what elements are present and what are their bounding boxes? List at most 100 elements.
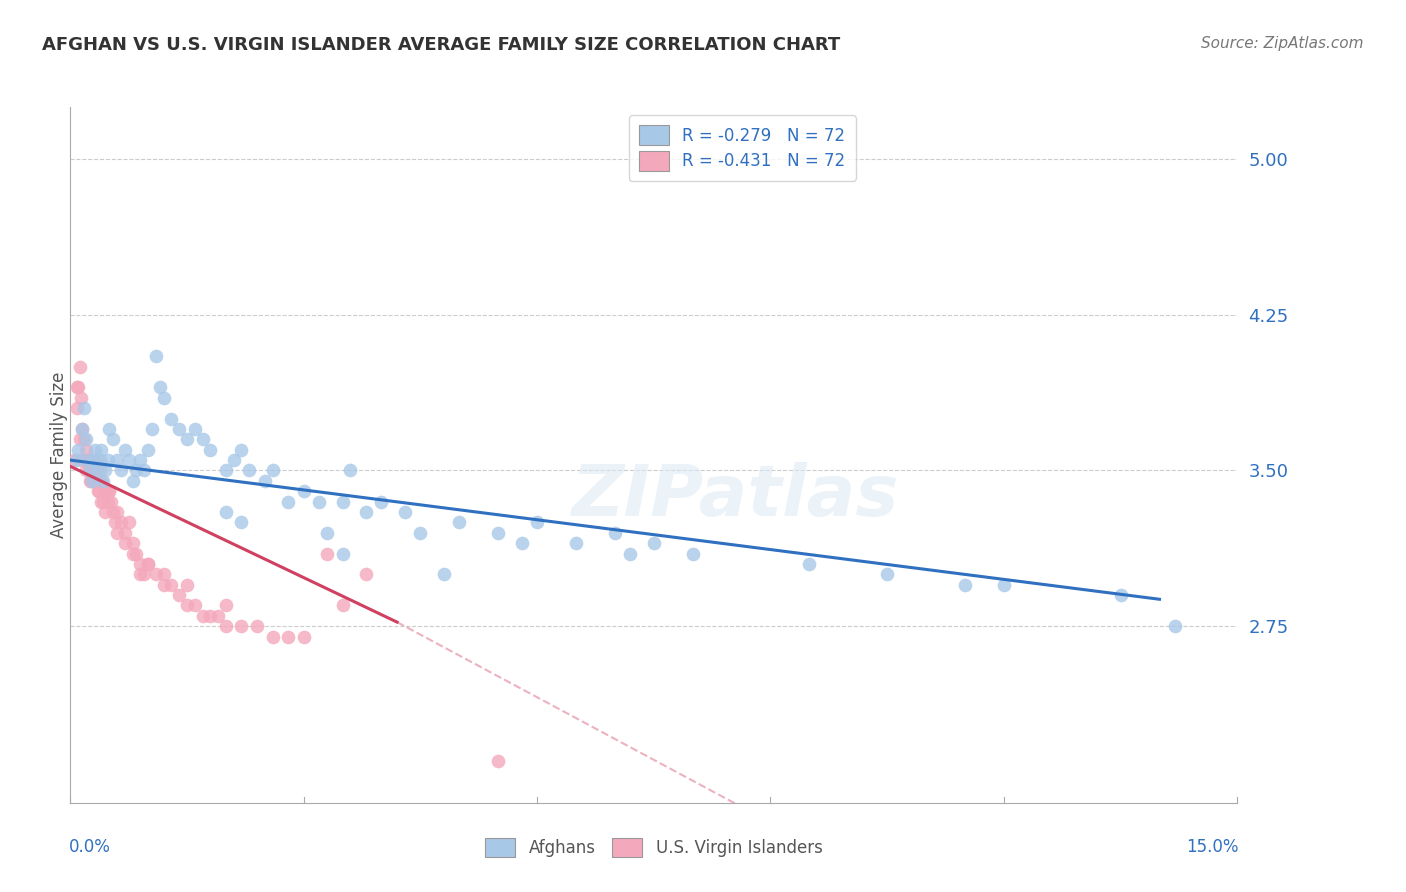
Point xyxy=(200,608,222,623)
Point xyxy=(86,463,108,477)
Point xyxy=(86,474,108,488)
Point xyxy=(114,525,136,540)
Point xyxy=(90,474,112,488)
Point xyxy=(152,567,174,582)
Point xyxy=(121,547,143,561)
Point xyxy=(63,453,86,467)
Point xyxy=(101,505,124,519)
Point xyxy=(246,619,269,633)
Point xyxy=(332,494,354,508)
Point xyxy=(184,599,207,613)
Legend: Afghans, U.S. Virgin Islanders: Afghans, U.S. Virgin Islanders xyxy=(478,831,830,864)
Point xyxy=(84,453,107,467)
Point xyxy=(75,463,97,477)
Point xyxy=(80,474,103,488)
Point xyxy=(118,453,141,467)
Point xyxy=(90,494,112,508)
Point xyxy=(79,463,101,477)
Point xyxy=(98,484,121,499)
Point xyxy=(65,380,87,394)
Point xyxy=(70,422,93,436)
Point xyxy=(332,547,354,561)
Point xyxy=(176,578,198,592)
Point xyxy=(682,547,704,561)
Point xyxy=(316,547,339,561)
Point xyxy=(114,536,136,550)
Y-axis label: Average Family Size: Average Family Size xyxy=(51,372,67,538)
Point xyxy=(354,505,377,519)
Point xyxy=(89,463,111,477)
Point xyxy=(94,484,117,499)
Point xyxy=(73,433,96,447)
Point xyxy=(87,484,110,499)
Point xyxy=(105,525,128,540)
Point xyxy=(125,547,148,561)
Point xyxy=(231,516,253,530)
Point xyxy=(76,453,98,467)
Point xyxy=(83,474,105,488)
Point xyxy=(121,474,143,488)
Point xyxy=(97,453,120,467)
Point xyxy=(308,494,330,508)
Point xyxy=(80,463,103,477)
Point xyxy=(200,442,222,457)
Point xyxy=(253,474,276,488)
Text: 15.0%: 15.0% xyxy=(1185,838,1239,855)
Point xyxy=(129,557,152,571)
Text: Source: ZipAtlas.com: Source: ZipAtlas.com xyxy=(1201,36,1364,51)
Point xyxy=(152,578,174,592)
Point xyxy=(121,536,143,550)
Text: AFGHAN VS U.S. VIRGIN ISLANDER AVERAGE FAMILY SIZE CORRELATION CHART: AFGHAN VS U.S. VIRGIN ISLANDER AVERAGE F… xyxy=(42,36,841,54)
Point xyxy=(73,401,96,416)
Point xyxy=(90,442,112,457)
Point xyxy=(619,547,641,561)
Point xyxy=(486,754,509,768)
Point xyxy=(118,516,141,530)
Point xyxy=(277,494,299,508)
Point xyxy=(167,422,190,436)
Point xyxy=(953,578,976,592)
Point xyxy=(104,516,127,530)
Point xyxy=(231,619,253,633)
Point xyxy=(1109,588,1132,602)
Point xyxy=(510,536,533,550)
Point xyxy=(799,557,821,571)
Point xyxy=(433,567,456,582)
Point xyxy=(215,619,238,633)
Point xyxy=(316,525,339,540)
Point xyxy=(176,599,198,613)
Point xyxy=(110,516,132,530)
Point xyxy=(167,588,190,602)
Point xyxy=(125,463,148,477)
Point xyxy=(152,391,174,405)
Point xyxy=(262,463,284,477)
Point xyxy=(354,567,377,582)
Point xyxy=(98,422,121,436)
Point xyxy=(75,433,97,447)
Point xyxy=(70,453,93,467)
Point xyxy=(394,505,416,519)
Point xyxy=(101,433,124,447)
Point xyxy=(141,422,163,436)
Point xyxy=(134,463,156,477)
Point xyxy=(191,433,214,447)
Point xyxy=(231,442,253,457)
Point xyxy=(79,453,101,467)
Point xyxy=(262,630,284,644)
Point xyxy=(339,463,361,477)
Point xyxy=(77,463,100,477)
Point xyxy=(83,453,105,467)
Point xyxy=(97,494,120,508)
Point xyxy=(67,442,90,457)
Point xyxy=(176,433,198,447)
Point xyxy=(80,474,103,488)
Point xyxy=(75,442,97,457)
Point xyxy=(332,599,354,613)
Point xyxy=(370,494,392,508)
Point xyxy=(94,505,117,519)
Point xyxy=(100,494,122,508)
Point xyxy=(526,516,548,530)
Point xyxy=(145,349,167,363)
Point xyxy=(222,453,245,467)
Point xyxy=(160,411,183,425)
